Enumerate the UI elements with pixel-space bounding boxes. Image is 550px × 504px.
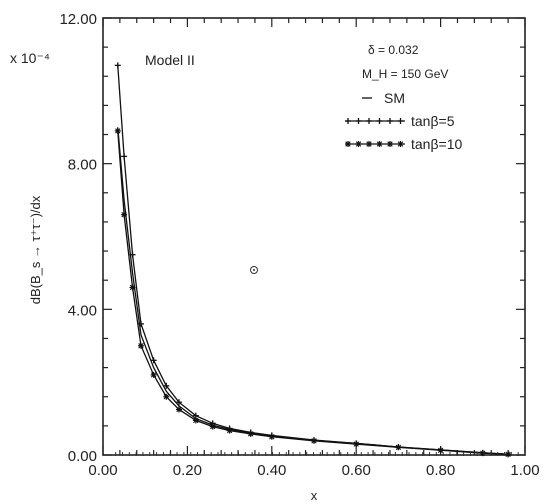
y-axis-title: dB(B_s → τ⁺τ⁻)/dx (28, 195, 43, 304)
x-tick-label: 0.20 (173, 462, 202, 479)
series-layer (114, 62, 526, 458)
baseline-markers (115, 452, 526, 456)
data-point (129, 284, 136, 291)
data-point (505, 451, 512, 458)
data-point (209, 423, 216, 430)
x-tick-label: 0.60 (342, 462, 371, 479)
y-tick-label: 8.00 (68, 157, 97, 174)
legend-marker (366, 141, 372, 147)
legend-marker (387, 118, 393, 124)
legend-marker (376, 141, 383, 147)
legend-marker (355, 118, 362, 124)
legend-entry: tanβ=10 (345, 136, 462, 152)
series-2 (114, 127, 512, 458)
legend-marker (376, 118, 383, 124)
plot-frame (102, 17, 526, 456)
data-point (121, 153, 128, 160)
y-tick-label: 12.00 (59, 11, 97, 28)
axis-tick-labels: 0.00 0.20 0.40 0.60 0.80 1.00 0.00 4.00 8.00 12.0… (59, 11, 539, 479)
data-point (150, 371, 157, 378)
data-point (163, 382, 170, 389)
legend-marker (355, 141, 362, 147)
data-point (150, 357, 157, 364)
legend-label: tanβ=5 (411, 113, 455, 129)
data-point (175, 399, 182, 406)
axis-ticks (102, 17, 526, 456)
x-tick-label: 1.00 (510, 462, 539, 479)
legend-marker (387, 141, 393, 147)
series-0 (117, 127, 509, 455)
plot-border (102, 17, 526, 456)
data-point (226, 427, 233, 434)
data-point (175, 406, 182, 413)
data-point (353, 441, 360, 448)
data-point (268, 433, 275, 440)
series-line (117, 127, 509, 455)
data-point (163, 393, 170, 400)
data-point (479, 450, 486, 457)
x-tick-label: 0.80 (426, 462, 455, 479)
legend-marker (397, 141, 404, 147)
legend-marker (397, 118, 404, 124)
data-point (395, 444, 402, 451)
data-point (192, 417, 199, 424)
series-line (117, 130, 509, 455)
y-tick-label: 0.00 (68, 448, 97, 465)
data-point (129, 251, 136, 258)
data-point (114, 127, 121, 134)
legend-marker (345, 118, 351, 124)
data-point (137, 320, 144, 327)
data-point (121, 211, 128, 218)
y-multiplier: x 10⁻⁴ (10, 50, 50, 66)
data-point (114, 62, 121, 69)
model-label: Model II (145, 52, 195, 68)
legend-entry: SM (362, 90, 405, 106)
data-point (137, 342, 144, 349)
stray-mark (250, 266, 258, 274)
x-tick-label: 0.00 (88, 462, 117, 479)
x-axis-title: x (311, 488, 318, 503)
param-mh: M_H = 150 GeV (362, 67, 448, 81)
data-point (437, 447, 444, 454)
legend: δ = 0.032 M_H = 150 GeV SM tanβ=5 tanβ=10 (345, 43, 462, 152)
legend-entry: tanβ=5 (345, 113, 455, 129)
legend-marker (345, 141, 351, 147)
legend-marker (366, 118, 372, 124)
data-point (247, 430, 254, 437)
legend-label: SM (384, 90, 405, 106)
y-tick-label: 4.00 (68, 302, 97, 319)
x-tick-label: 0.40 (257, 462, 286, 479)
legend-label: tanβ=10 (411, 136, 462, 152)
param-delta: δ = 0.032 (368, 43, 419, 57)
data-point (311, 437, 317, 444)
